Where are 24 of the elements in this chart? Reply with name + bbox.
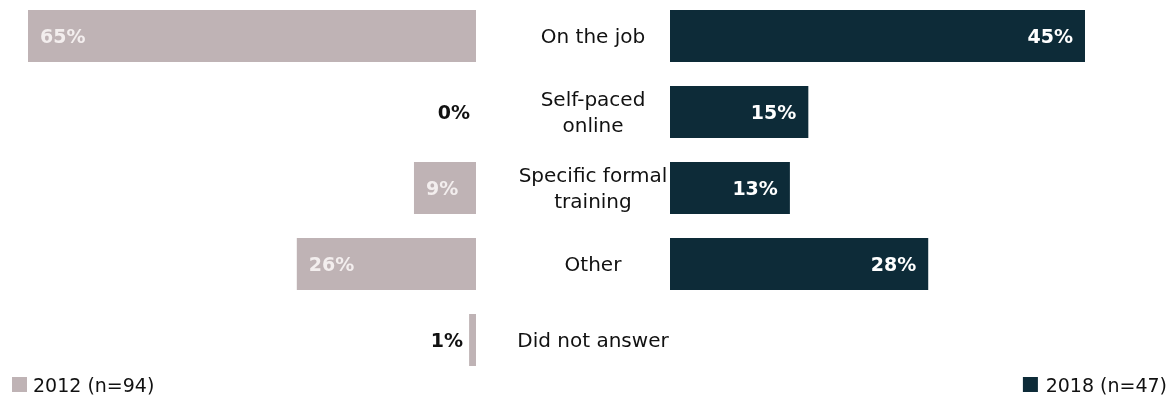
bar (670, 86, 809, 138)
bar (670, 162, 790, 214)
bar (670, 10, 1085, 62)
y-tick-label: On the job (540, 24, 646, 48)
y-tick-label: Other (564, 252, 623, 276)
y-tick-label: Did not answer (517, 328, 670, 352)
y-tick-label: Self-paced online (540, 87, 646, 137)
y-tick-label: Specific formal training (518, 163, 668, 213)
data-label: 9% (425, 176, 459, 199)
legend-label: 2018 (n=47) (1045, 373, 1167, 396)
bar (28, 10, 476, 62)
data-label: 28% (870, 252, 917, 275)
bar (413, 162, 476, 214)
legend-label: 2012 (n=94) (33, 373, 155, 396)
data-label: 1% (430, 328, 464, 351)
data-label: 0% (437, 100, 470, 123)
data-label: 15% (750, 100, 797, 123)
data-label: 13% (732, 176, 778, 199)
data-label: 26% (308, 252, 355, 275)
bar (670, 238, 929, 290)
bar (296, 238, 476, 290)
bar (469, 314, 476, 366)
data-label: 65% (40, 24, 86, 47)
data-label: 45% (1027, 24, 1073, 47)
